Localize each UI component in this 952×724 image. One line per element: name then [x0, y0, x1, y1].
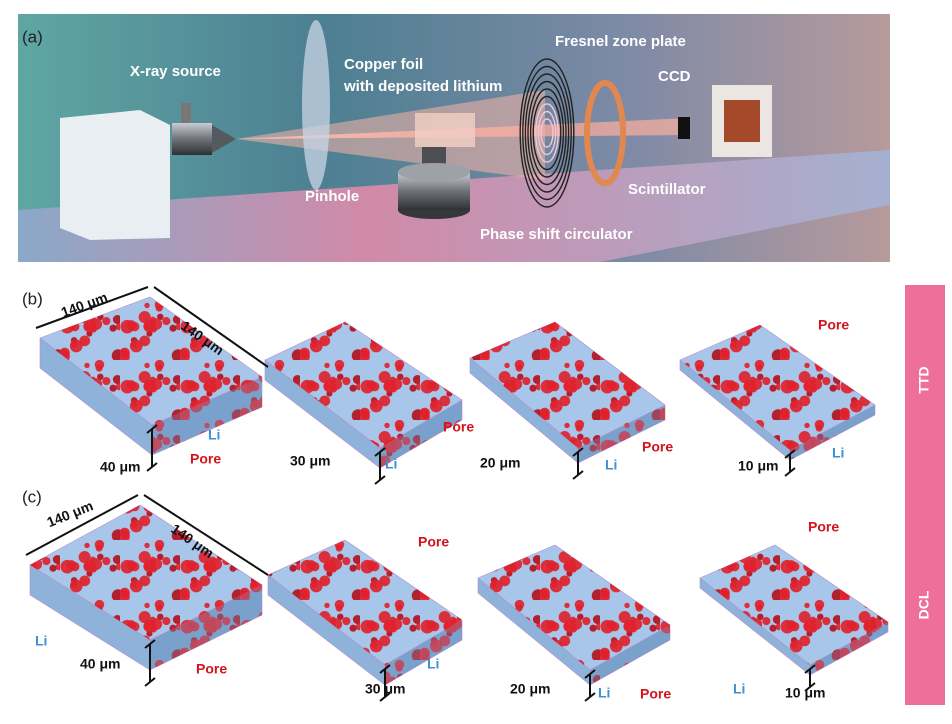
source-knob	[181, 103, 191, 123]
component-label: Pinhole	[305, 188, 359, 205]
pore-label: Pore	[196, 661, 227, 677]
panel-label: (b)	[22, 289, 43, 308]
stage-top	[398, 163, 470, 181]
zone-ring	[540, 118, 554, 148]
li-label: Li	[733, 681, 745, 697]
ccd	[678, 117, 690, 139]
zone-ring	[519, 58, 575, 208]
zone-ring	[522, 65, 572, 201]
pore-label: Pore	[808, 519, 839, 535]
thickness-cap	[374, 447, 386, 457]
component-label: Scintillator	[628, 181, 706, 198]
li-label: Li	[832, 445, 844, 461]
copper-foil	[415, 113, 475, 147]
thickness-label: 30 μm	[365, 681, 405, 697]
sample-pores	[380, 400, 462, 468]
component-label: with deposited lithium	[343, 78, 502, 95]
li-label: Li	[598, 685, 610, 701]
component-label: X-ray source	[130, 63, 221, 80]
pore-label: Pore	[640, 686, 671, 702]
dimension-line	[25, 494, 139, 556]
dimension-line	[35, 286, 149, 329]
sample-pores	[265, 322, 462, 448]
zone-ring	[529, 88, 565, 178]
thickness-cap	[146, 424, 158, 434]
thickness-cap	[784, 449, 796, 459]
thickness-cap	[584, 692, 596, 702]
sample-pores	[700, 545, 888, 665]
thickness-cap	[784, 467, 796, 477]
component-label: Copper foil	[344, 56, 423, 73]
component-label: Phase shift circulator	[480, 226, 633, 243]
sample-pores	[150, 585, 262, 670]
thickness-label: 10 μm	[785, 685, 825, 701]
pore-label: Pore	[818, 317, 849, 333]
zone-ring	[532, 95, 562, 171]
x-ray-cone	[236, 90, 545, 180]
pore-label: Pore	[418, 534, 449, 550]
li-label: Li	[35, 633, 47, 649]
sample-pores	[790, 405, 875, 460]
thickness-label: 20 μm	[510, 681, 550, 697]
component-label: CCD	[658, 68, 691, 85]
pinhole-disk	[302, 20, 330, 190]
thickness-cap	[374, 475, 386, 485]
zone-ring	[524, 73, 570, 193]
samples	[25, 286, 889, 702]
side-bar	[905, 285, 945, 705]
zone-ring	[535, 103, 559, 163]
panel-label: (a)	[22, 27, 43, 46]
zone-ring	[527, 80, 567, 186]
thickness-cap	[804, 682, 816, 692]
sample-pores	[152, 377, 262, 455]
sample-pores	[385, 620, 462, 685]
dimension-line	[143, 494, 269, 576]
side-label: DCL	[916, 590, 932, 619]
sample-pores	[810, 622, 888, 675]
thickness-cap	[144, 677, 156, 687]
li-label: Li	[605, 457, 617, 473]
thickness-cap	[379, 664, 391, 674]
sample-pores	[478, 545, 670, 670]
thickness-cap	[379, 692, 391, 702]
sample-pores	[680, 325, 875, 450]
screen-image	[724, 100, 760, 142]
li-label: Li	[208, 427, 220, 443]
thickness-cap	[584, 669, 596, 679]
dimension-label: 140 μm	[45, 497, 96, 530]
sample-pores	[268, 540, 462, 665]
phase-ring	[584, 80, 626, 186]
zone-plate	[519, 58, 575, 208]
side-label: TTD	[916, 366, 932, 393]
sample-pores	[590, 625, 670, 685]
thickness-label: 40 μm	[80, 656, 120, 672]
thickness-label: 10 μm	[738, 458, 778, 474]
source-housing	[60, 110, 170, 240]
sample-pores	[30, 505, 262, 640]
pore-label: Pore	[642, 439, 673, 455]
thickness-cap	[572, 470, 584, 480]
panel-label: (c)	[22, 487, 42, 506]
li-label: Li	[427, 656, 439, 672]
thickness-label: 40 μm	[100, 459, 140, 475]
source-tube	[172, 123, 212, 155]
thickness-cap	[572, 447, 584, 457]
sample-pores	[40, 297, 262, 425]
li-label: Li	[385, 456, 397, 472]
thickness-cap	[144, 639, 156, 649]
thickness-cap	[146, 462, 158, 472]
pore-label: Pore	[443, 419, 474, 435]
sample-pores	[578, 405, 665, 463]
component-label: Fresnel zone plate	[555, 33, 686, 50]
source-nozzle	[212, 125, 236, 153]
thickness-cap	[804, 664, 816, 674]
thickness-label: 20 μm	[480, 455, 520, 471]
sample-pores	[470, 322, 665, 448]
dimension-line	[153, 286, 269, 368]
zone-ring	[537, 110, 557, 156]
thickness-label: 30 μm	[290, 453, 330, 469]
pore-label: Pore	[190, 451, 221, 467]
